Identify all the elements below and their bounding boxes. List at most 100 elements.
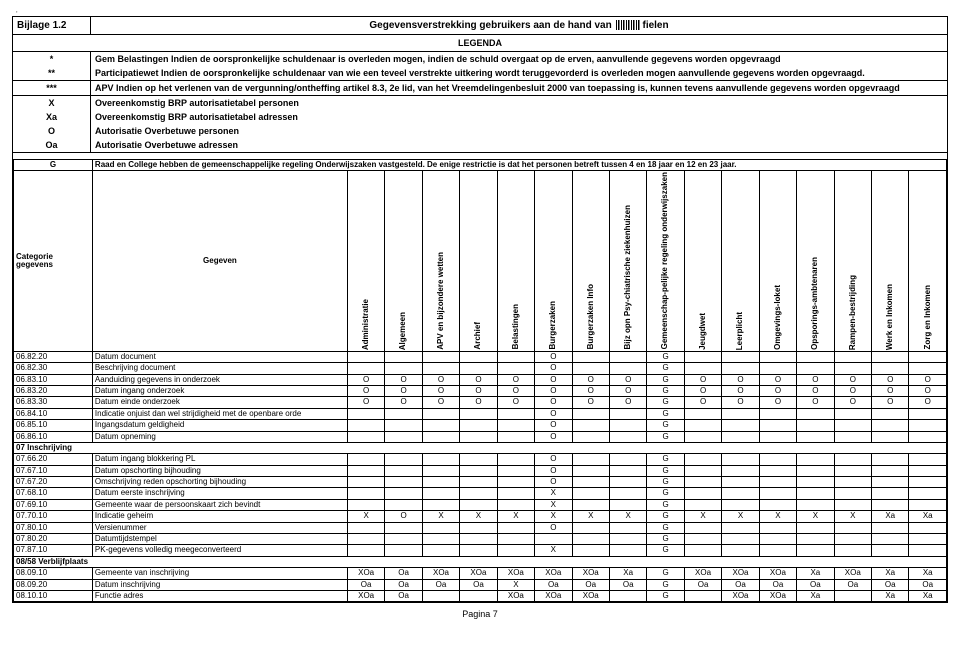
table-row: 06.83.20Datum ingang onderzoekOOOOOOOOGO…	[14, 385, 947, 396]
data-cell	[834, 454, 871, 465]
row-code: 07.87.10	[14, 545, 93, 556]
table-row: 07.68.10Datum eerste inschrijvingXG	[14, 488, 947, 499]
row-code: 07.67.20	[14, 477, 93, 488]
data-cell	[722, 363, 759, 374]
page-number: Pagina 7	[12, 609, 948, 619]
data-cell: O	[460, 385, 497, 396]
data-cell	[797, 454, 834, 465]
data-cell: O	[535, 351, 572, 362]
data-cell	[872, 488, 909, 499]
data-cell	[872, 522, 909, 533]
data-cell	[422, 351, 459, 362]
table-row: 07.80.10VersienummerOG	[14, 522, 947, 533]
data-cell	[347, 351, 384, 362]
data-cell: G	[647, 488, 684, 499]
data-cell: O	[535, 454, 572, 465]
data-cell: O	[797, 397, 834, 408]
data-cell: O	[460, 374, 497, 385]
data-cell	[684, 591, 721, 602]
data-cell	[497, 420, 534, 431]
data-cell: G	[647, 579, 684, 590]
data-cell	[909, 420, 947, 431]
data-cell: X	[535, 511, 572, 522]
row-desc: Gemeente van inschrijving	[92, 568, 347, 579]
column-header: Rampen-bestrijding	[834, 171, 871, 351]
data-cell	[909, 545, 947, 556]
data-cell: G	[647, 431, 684, 442]
row-code: 06.83.20	[14, 385, 93, 396]
data-cell	[834, 431, 871, 442]
data-cell	[385, 351, 422, 362]
data-cell: O	[385, 385, 422, 396]
data-cell: O	[834, 374, 871, 385]
data-cell	[684, 351, 721, 362]
table-row: 07.70.10Indicatie geheimXOXXXXXXGXXXXXXa…	[14, 511, 947, 522]
data-cell	[422, 420, 459, 431]
data-cell: XOa	[722, 591, 759, 602]
data-cell: G	[647, 454, 684, 465]
data-cell	[722, 499, 759, 510]
data-cell	[497, 408, 534, 419]
data-cell: Xa	[909, 511, 947, 522]
data-cell	[834, 522, 871, 533]
data-cell	[347, 522, 384, 533]
data-cell	[460, 454, 497, 465]
bijlage-label: Bijlage 1.2	[13, 17, 91, 34]
data-cell	[572, 522, 609, 533]
data-cell: O	[535, 385, 572, 396]
column-header: Belastingen	[497, 171, 534, 351]
data-cell	[759, 465, 796, 476]
data-cell: X	[759, 511, 796, 522]
data-cell	[684, 477, 721, 488]
data-cell	[872, 534, 909, 545]
data-cell	[422, 477, 459, 488]
data-cell: X	[609, 511, 646, 522]
g-code: G	[14, 160, 93, 171]
data-cell: O	[759, 385, 796, 396]
table-row: 08.09.20Datum inschrijvingOaOaOaOaXOaOaO…	[14, 579, 947, 590]
row-desc: Datum ingang onderzoek	[92, 385, 347, 396]
legend-code: ***	[13, 81, 91, 95]
data-cell	[609, 465, 646, 476]
data-cell	[722, 408, 759, 419]
data-cell: G	[647, 374, 684, 385]
data-cell	[422, 545, 459, 556]
table-row: 07 Inschrijving	[14, 442, 947, 453]
row-code: 06.83.30	[14, 397, 93, 408]
data-cell	[460, 477, 497, 488]
data-cell	[347, 420, 384, 431]
data-cell: O	[535, 465, 572, 476]
data-cell	[834, 545, 871, 556]
title-bar: Bijlage 1.2 Gegevensverstrekking gebruik…	[13, 17, 947, 35]
data-cell: Oa	[572, 579, 609, 590]
data-cell	[460, 431, 497, 442]
legend-code: *	[13, 52, 91, 66]
doc-title: Gegevensverstrekking gebruikers aan de h…	[91, 17, 947, 34]
row-code: 07.70.10	[14, 511, 93, 522]
data-cell	[722, 420, 759, 431]
data-cell: X	[722, 511, 759, 522]
data-cell: O	[909, 397, 947, 408]
data-cell: O	[797, 385, 834, 396]
data-cell	[609, 431, 646, 442]
data-cell	[422, 408, 459, 419]
data-cell: G	[647, 522, 684, 533]
data-cell	[460, 499, 497, 510]
data-cell: O	[385, 397, 422, 408]
data-cell	[422, 534, 459, 545]
data-cell: O	[684, 385, 721, 396]
data-cell: O	[347, 397, 384, 408]
data-cell	[460, 545, 497, 556]
row-desc: Ingangsdatum geldigheid	[92, 420, 347, 431]
data-cell: O	[909, 374, 947, 385]
data-cell	[347, 534, 384, 545]
data-cell: Xa	[872, 591, 909, 602]
data-cell	[347, 545, 384, 556]
row-desc: Datum eerste inschrijving	[92, 488, 347, 499]
data-cell: O	[909, 385, 947, 396]
data-cell	[834, 499, 871, 510]
data-cell: O	[834, 385, 871, 396]
data-cell	[572, 477, 609, 488]
row-code: 07.68.10	[14, 488, 93, 499]
data-cell	[572, 545, 609, 556]
